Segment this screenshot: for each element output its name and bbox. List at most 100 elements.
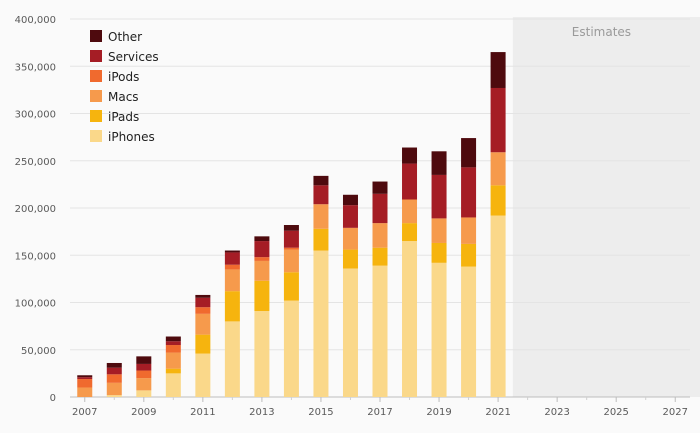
bar-segment-iphones [283, 300, 299, 397]
bar-segment-macs [254, 260, 270, 281]
x-tick-label: 2013 [249, 407, 274, 418]
bar-segment-ipads [402, 223, 418, 242]
x-tick-label: 2027 [663, 407, 688, 418]
bar-segment-macs [195, 313, 211, 335]
bar-segment-ipads [224, 291, 240, 322]
legend-swatch [90, 70, 102, 82]
bar-segment-other [402, 147, 418, 164]
bar-segment-services [431, 174, 447, 219]
bar-segment-ipads [490, 185, 506, 216]
legend-swatch [90, 30, 102, 42]
bar-segment-ipads [254, 280, 270, 312]
bar-segment-services [372, 193, 388, 224]
bar-stacks [77, 52, 506, 397]
bar-segment-services [106, 367, 122, 375]
bar-segment-macs [402, 199, 418, 224]
bar-segment-services [224, 252, 240, 265]
legend-swatch [90, 50, 102, 62]
bar-segment-other [431, 151, 447, 175]
bar-segment-iphones [224, 321, 240, 397]
bar-segment-other [224, 250, 240, 253]
bar-segment-iphones [165, 373, 181, 397]
bar-segment-other [165, 336, 181, 342]
bar-segment-ipads [283, 272, 299, 301]
bar-segment-macs [461, 217, 477, 244]
bar-segment-macs [313, 204, 329, 229]
legend-swatch [90, 90, 102, 102]
x-tick-label: 2007 [72, 407, 97, 418]
bar-segment-iphones [431, 262, 447, 397]
x-tick-label: 2015 [308, 407, 333, 418]
y-tick-label: 350,000 [15, 62, 56, 73]
bar-segment-other [283, 225, 299, 231]
bar-segment-services [195, 297, 211, 308]
bar-segment-ipads [431, 242, 447, 263]
bar-segment-macs [77, 387, 93, 397]
bar-segment-ipods [283, 247, 299, 250]
bar-segment-ipads [372, 247, 388, 266]
bar-segment-services [402, 163, 418, 200]
bar-segment-macs [224, 269, 240, 292]
bar-segment-services [342, 205, 358, 228]
bar-segment-other [372, 181, 388, 194]
bar-segment-other [136, 356, 152, 364]
y-tick-label: 0 [50, 393, 56, 404]
x-tick-label: 2011 [190, 407, 215, 418]
bar-segment-ipods [224, 264, 240, 270]
bar-segment-other [254, 236, 270, 242]
estimates-region [512, 17, 700, 397]
legend-swatch [90, 130, 102, 142]
bar-segment-macs [136, 378, 152, 391]
bar-segment-services [283, 230, 299, 248]
bar-segment-iphones [372, 265, 388, 397]
x-tick-label: 2021 [485, 407, 510, 418]
bar-segment-services [136, 363, 152, 371]
bar-segment-iphones [106, 395, 122, 397]
bar-segment-other [461, 138, 477, 168]
x-axis-ticks: 2007 2009 2011 2013 2015 2017 2019 2021 2023 2025… [72, 397, 688, 418]
x-tick-label: 2009 [131, 407, 156, 418]
bar-segment-other [106, 362, 122, 368]
bar-segment-ipads [165, 368, 181, 374]
x-tick-label: 2019 [426, 407, 451, 418]
bar-segment-ipads [195, 334, 211, 354]
y-tick-label: 200,000 [15, 204, 56, 215]
bar-segment-iphones [195, 353, 211, 397]
bar-segment-iphones [254, 311, 270, 397]
legend-label: iPads [108, 110, 139, 124]
bar-segment-macs [106, 382, 122, 396]
bar-segment-services [461, 167, 477, 218]
bar-segment-services [313, 185, 329, 205]
bar-segment-other [77, 375, 93, 378]
bar-segment-macs [342, 227, 358, 250]
bar-segment-iphones [461, 266, 477, 397]
legend-label: iPods [108, 70, 139, 84]
bar-segment-other [342, 194, 358, 206]
y-axis-ticks: 0 50,000 100,000 150,000 200,000 250,000 300,0… [15, 15, 56, 404]
bar-segment-services [165, 341, 181, 346]
bar-segment-ipads [461, 243, 477, 267]
y-tick-label: 50,000 [21, 346, 56, 357]
bar-segment-services [77, 377, 93, 380]
y-tick-label: 100,000 [15, 299, 56, 310]
bar-segment-macs [431, 218, 447, 243]
y-tick-label: 250,000 [15, 157, 56, 168]
bar-segment-iphones [136, 390, 152, 397]
bar-segment-iphones [490, 215, 506, 397]
y-tick-label: 300,000 [15, 110, 56, 121]
legend: Other Services iPods Macs iPads iPhones [90, 30, 159, 144]
bar-segment-ipads [313, 228, 329, 251]
bar-segment-services [490, 87, 506, 153]
bar-segment-iphones [342, 268, 358, 397]
bar-segment-macs [490, 152, 506, 186]
bar-segment-ipods [106, 374, 122, 383]
x-tick-label: 2023 [544, 407, 569, 418]
legend-label: iPhones [108, 130, 155, 144]
bar-segment-other [490, 52, 506, 88]
bar-segment-iphones [313, 250, 329, 397]
estimates-label: Estimates [572, 25, 631, 39]
bar-segment-ipods [77, 379, 93, 388]
bar-segment-other [313, 175, 329, 186]
bar-segment-macs [283, 249, 299, 273]
